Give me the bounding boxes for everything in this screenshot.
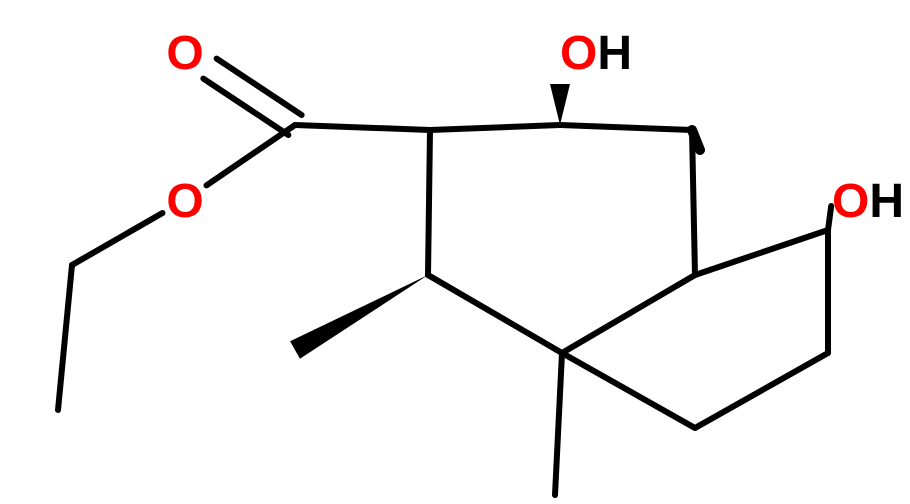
atom-label: O <box>166 27 203 80</box>
atom-label: O <box>166 175 203 228</box>
molecule-diagram: O O OH OH <box>0 0 910 504</box>
atom-label: OH <box>832 175 904 228</box>
atom-label: OH <box>560 27 632 80</box>
